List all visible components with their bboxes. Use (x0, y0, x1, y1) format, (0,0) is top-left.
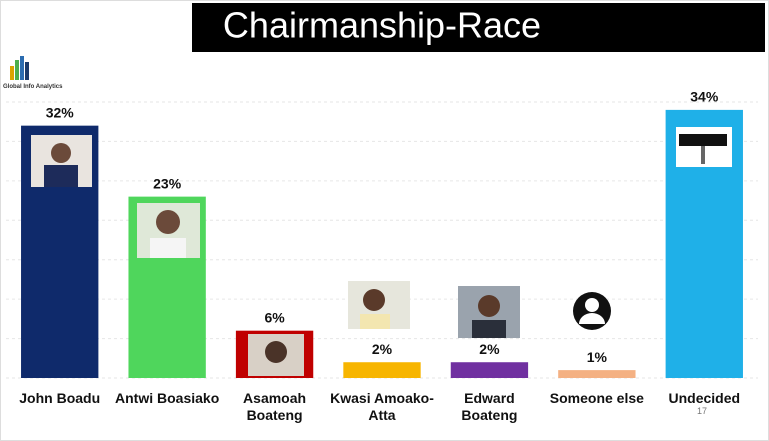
bar (558, 370, 636, 378)
value-label: 6% (264, 309, 285, 325)
x-tick-label: Undecided (668, 390, 741, 406)
x-tick-label: Edward Boateng (461, 390, 518, 423)
value-label: 32% (46, 104, 75, 120)
value-label: 2% (479, 341, 500, 357)
value-label: 2% (372, 341, 393, 357)
x-tick-label: Kwasi Amoako-Atta (330, 390, 434, 423)
x-tick-label: Antwi Boasiako (115, 390, 220, 406)
photos (31, 127, 732, 376)
value-label: 1% (587, 349, 608, 365)
bar (450, 362, 529, 378)
logo-text: Global Info Analytics (3, 84, 63, 90)
value-label: 23% (153, 175, 182, 191)
value-label: 34% (690, 89, 719, 105)
x-tick-label: Asamoah Boateng (243, 390, 307, 423)
logo-icon (10, 56, 29, 80)
bar (343, 362, 421, 378)
page-number: 17 (697, 406, 708, 416)
title-bar (192, 3, 765, 52)
x-tick-label: John Boadu (19, 390, 101, 406)
chart-title: Chairmanship-Race (223, 5, 541, 46)
x-tick-label: Someone else (549, 390, 644, 406)
